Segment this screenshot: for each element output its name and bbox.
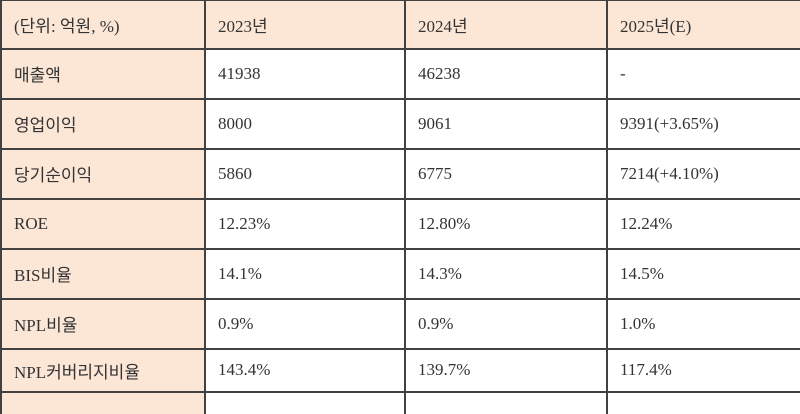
value-cell: 12.24% <box>606 197 800 250</box>
row-label: 영업이익 <box>0 97 206 150</box>
value-cell: 9391(+3.65%) <box>606 97 800 150</box>
unit-note: (단위: 억원, %) <box>0 0 206 50</box>
value-cell <box>204 390 406 414</box>
value-cell: 6775 <box>404 147 608 200</box>
value-cell: 8000 <box>204 97 406 150</box>
value-cell: 0.9% <box>404 297 608 350</box>
table-row: 영업이익 8000 9061 9391(+3.65%) <box>0 97 800 150</box>
table-row: BIS비율 14.1% 14.3% 14.5% <box>0 247 800 300</box>
value-cell: 14.5% <box>606 247 800 300</box>
value-cell: - <box>606 47 800 100</box>
table-row: NPL비율 0.9% 0.9% 1.0% <box>0 297 800 350</box>
row-label: 당기순이익 <box>0 147 206 200</box>
value-cell: 9061 <box>404 97 608 150</box>
table-row: 당기순이익 5860 6775 7214(+4.10%) <box>0 147 800 200</box>
clipped-row <box>0 390 800 414</box>
value-cell: 14.1% <box>204 247 406 300</box>
value-cell: 139.7% <box>404 347 608 393</box>
column-header-0: 2023년 <box>204 0 406 50</box>
table-body: 매출액 41938 46238- 영업이익 8000 9061 9391(+3.65%) 당기… <box>0 47 800 414</box>
value-cell <box>404 390 608 414</box>
column-header-1: 2024년 <box>404 0 608 50</box>
table-row: NPL커버리지비율 143.4% 139.7% 117.4% <box>0 347 800 393</box>
value-cell: 12.80% <box>404 197 608 250</box>
value-cell <box>606 390 800 414</box>
table-row: 매출액 41938 46238- <box>0 47 800 100</box>
header-row: (단위: 억원, %) 2023년 2024년 2025년(E) <box>0 0 800 50</box>
value-cell: 117.4% <box>606 347 800 393</box>
value-cell: 1.0% <box>606 297 800 350</box>
row-label: NPL커버리지비율 <box>0 347 206 393</box>
value-cell: 0.9% <box>204 297 406 350</box>
value-cell: 143.4% <box>204 347 406 393</box>
row-label <box>0 390 206 414</box>
value-cell: 41938 <box>204 47 406 100</box>
value-cell: 12.23% <box>204 197 406 250</box>
value-cell: 46238 <box>404 47 608 100</box>
value-cell: 14.3% <box>404 247 608 300</box>
table-row: ROE 12.23% 12.80% 12.24% <box>0 197 800 250</box>
value-cell: 7214(+4.10%) <box>606 147 800 200</box>
row-label: NPL비율 <box>0 297 206 350</box>
row-label: BIS비율 <box>0 247 206 300</box>
value-cell: 5860 <box>204 147 406 200</box>
row-label: ROE <box>0 197 206 250</box>
column-header-2: 2025년(E) <box>606 0 800 50</box>
row-label: 매출액 <box>0 47 206 100</box>
